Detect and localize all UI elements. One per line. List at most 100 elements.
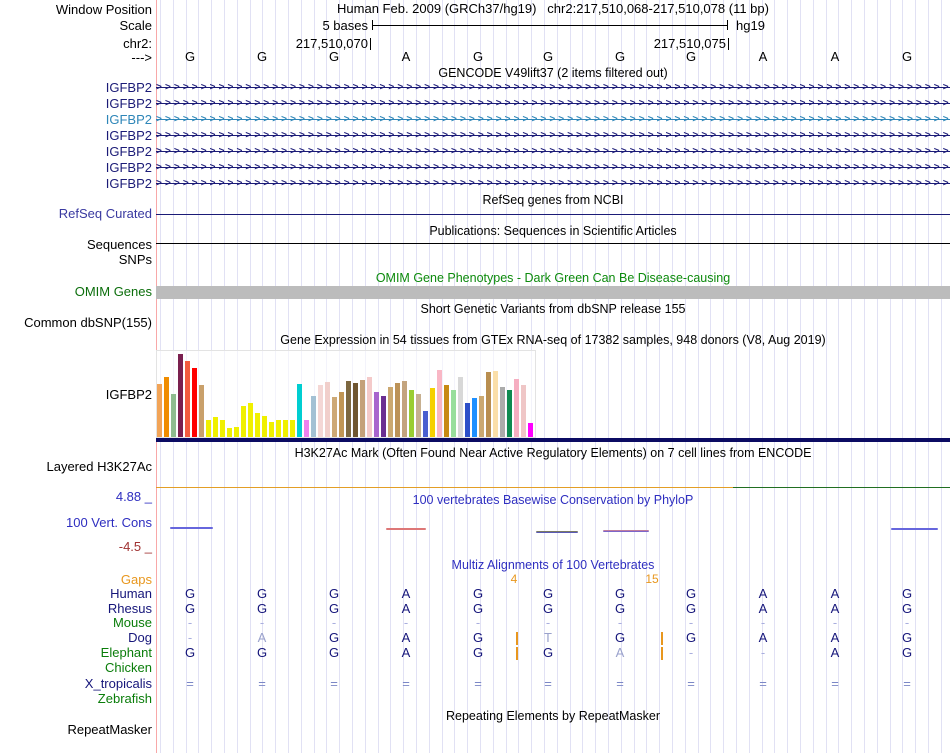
refseq-track-label[interactable]: RefSeq Curated — [58, 206, 152, 221]
h3k27ac-track-label[interactable]: Layered H3K27Ac — [46, 459, 152, 474]
alignment-base: T — [544, 630, 552, 645]
gridline — [800, 0, 801, 753]
alignment-base: A — [830, 586, 840, 601]
gtex-baseline — [156, 438, 950, 442]
gtex-tissue-bar — [521, 385, 526, 437]
omim-track-label[interactable]: OMIM Genes — [74, 284, 152, 299]
alignment-base: G — [901, 586, 913, 601]
multiz-gaps-label[interactable]: Gaps — [120, 572, 152, 587]
gene-transcript-label[interactable]: IGFBP2 — [105, 96, 152, 111]
alignment-base: = — [402, 676, 410, 691]
gridline — [940, 0, 942, 753]
gtex-tissue-bar — [220, 420, 225, 437]
gridline — [582, 0, 584, 753]
gene-transcript-label[interactable]: IGFBP2 — [105, 128, 152, 143]
gene-transcript-row[interactable]: >>>>>>>>>>>>>>>>>>>>>>>>>>>>>>>>>>>>>>>>… — [156, 81, 950, 94]
omim-gene-bar[interactable] — [156, 286, 950, 299]
sequence-base: G — [328, 49, 340, 64]
gene-transcript-label[interactable]: IGFBP2 — [105, 176, 152, 191]
species-label-mouse[interactable]: Mouse — [112, 615, 152, 630]
gene-transcript-label[interactable]: IGFBP2 — [105, 80, 152, 95]
gtex-tissue-bar — [199, 385, 204, 437]
gap-count-number: 15 — [645, 572, 659, 586]
gtex-expression-chart[interactable] — [156, 350, 536, 438]
dbsnp-track-title: Short Genetic Variants from dbSNP releas… — [420, 302, 686, 316]
scale-value: 5 bases — [322, 18, 368, 33]
alignment-base: A — [758, 630, 768, 645]
dbsnp-track-label[interactable]: Common dbSNP(155) — [24, 315, 152, 330]
conservation-mark — [386, 528, 426, 530]
transcript-direction-arrows: >>>>>>>>>>>>>>>>>>>>>>>>>>>>>>>>>>>>>>>>… — [156, 146, 950, 157]
gridline — [889, 0, 891, 753]
conservation-track-label[interactable]: 100 Vert. Cons — [66, 515, 152, 530]
alignment-base: = — [186, 676, 194, 691]
gridline — [672, 0, 673, 753]
alignment-base: G — [901, 630, 913, 645]
sequence-base: G — [256, 49, 268, 64]
alignment-base: G — [184, 601, 196, 616]
gtex-tissue-bar — [339, 392, 344, 437]
species-label-x_tropicalis[interactable]: X_tropicalis — [84, 676, 152, 691]
species-label-human[interactable]: Human — [110, 586, 152, 601]
alignment-base: G — [472, 630, 484, 645]
conservation-mark — [603, 530, 649, 532]
gtex-tissue-bar — [367, 377, 372, 437]
species-label-dog[interactable]: Dog — [128, 630, 152, 645]
gtex-tissue-bar — [493, 371, 498, 437]
sequence-base: G — [685, 49, 697, 64]
gtex-tissue-bar — [311, 396, 316, 437]
sequence-base: G — [542, 49, 554, 64]
gridline — [736, 0, 737, 753]
gene-transcript-label[interactable]: IGFBP2 — [105, 144, 152, 159]
snps-track-label[interactable]: SNPs — [118, 252, 152, 267]
gtex-gene-label[interactable]: IGFBP2 — [105, 387, 152, 402]
gtex-tissue-bar — [332, 397, 337, 437]
conservation-min-label: -4.5 _ — [118, 539, 152, 554]
gap-count-number: 4 — [510, 572, 518, 586]
insertion-mark — [516, 632, 518, 645]
repeatmasker-track-label[interactable]: RepeatMasker — [67, 722, 152, 737]
sequence-base: G — [184, 49, 196, 64]
conservation-max-label: 4.88 _ — [115, 489, 152, 504]
gene-transcript-row[interactable]: >>>>>>>>>>>>>>>>>>>>>>>>>>>>>>>>>>>>>>>>… — [156, 145, 950, 158]
gtex-tissue-bar — [185, 361, 190, 437]
gene-transcript-label[interactable]: IGFBP2 — [105, 160, 152, 175]
alignment-base: A — [830, 630, 840, 645]
alignment-base: - — [617, 615, 623, 630]
publications-track-label[interactable]: Sequences — [86, 237, 152, 252]
species-label-chicken[interactable]: Chicken — [105, 660, 152, 675]
alignment-base: - — [331, 615, 337, 630]
gridline — [876, 0, 878, 753]
gtex-tissue-bar — [437, 370, 442, 437]
species-label-rhesus[interactable]: Rhesus — [107, 601, 152, 616]
gene-transcript-row[interactable]: >>>>>>>>>>>>>>>>>>>>>>>>>>>>>>>>>>>>>>>>… — [156, 129, 950, 142]
gtex-tissue-bar — [213, 417, 218, 437]
alignment-base: G — [685, 601, 697, 616]
gene-transcript-row[interactable]: >>>>>>>>>>>>>>>>>>>>>>>>>>>>>>>>>>>>>>>>… — [156, 161, 950, 174]
alignment-base: = — [544, 676, 552, 691]
alignment-base: G — [328, 601, 340, 616]
strand-arrow-label[interactable]: ---> — [131, 50, 152, 65]
gtex-tissue-bar — [234, 427, 239, 437]
conservation-mark — [170, 527, 213, 529]
gtex-tissue-bar — [227, 428, 232, 437]
publications-line[interactable] — [156, 243, 950, 244]
gtex-tissue-bar — [325, 382, 330, 437]
gtex-tissue-bar — [248, 403, 253, 437]
gtex-track-title: Gene Expression in 54 tissues from GTEx … — [280, 333, 826, 347]
gene-transcript-row[interactable]: >>>>>>>>>>>>>>>>>>>>>>>>>>>>>>>>>>>>>>>>… — [156, 113, 950, 126]
species-label-elephant[interactable]: Elephant — [100, 645, 152, 660]
conservation-track-title: 100 vertebrates Basewise Conservation by… — [412, 493, 694, 507]
gene-transcript-label[interactable]: IGFBP2 — [105, 112, 152, 127]
alignment-base: A — [257, 630, 267, 645]
gene-transcript-row[interactable]: >>>>>>>>>>>>>>>>>>>>>>>>>>>>>>>>>>>>>>>>… — [156, 177, 950, 190]
multiz-track-title: Multiz Alignments of 100 Vertebrates — [451, 558, 655, 572]
refseq-gene-line[interactable] — [156, 214, 950, 215]
species-label-zebrafish[interactable]: Zebrafish — [97, 691, 152, 706]
gtex-tissue-bar — [409, 390, 414, 437]
gtex-tissue-bar — [241, 406, 246, 437]
gene-transcript-row[interactable]: >>>>>>>>>>>>>>>>>>>>>>>>>>>>>>>>>>>>>>>>… — [156, 97, 950, 110]
alignment-base: - — [904, 615, 910, 630]
gtex-tissue-bar — [206, 420, 211, 437]
